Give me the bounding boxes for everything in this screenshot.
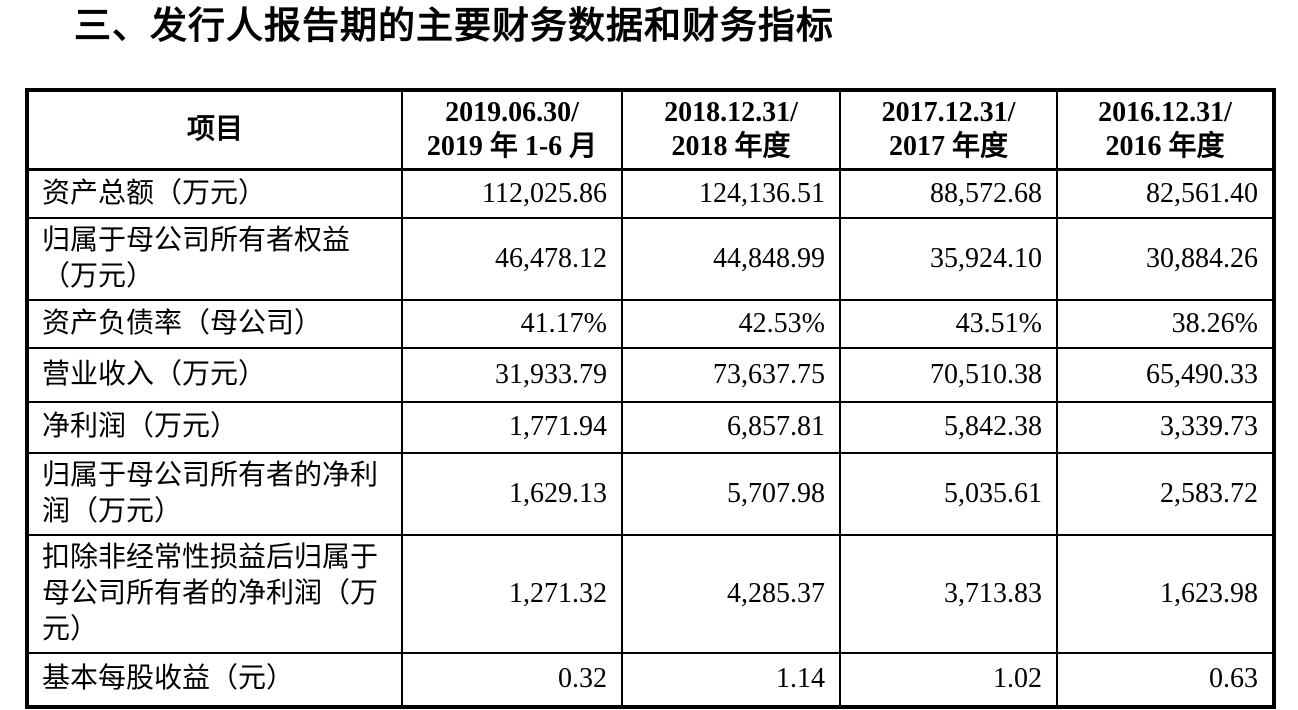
row-label: 营业收入（万元） [26,346,403,403]
cell-value: 5,035.61 [839,451,1058,536]
cell-value: 44,848.99 [621,216,841,301]
table-row-total-assets: 资产总额（万元） 112,025.86 124,136.51 88,572.68… [26,168,1275,219]
cell-value: 65,490.33 [1056,346,1275,403]
table-row-net-profit: 净利润（万元） 1,771.94 6,857.81 5,842.38 3,339… [26,400,1275,454]
cell-value: 0.32 [401,651,623,708]
cell-value: 31,933.79 [401,346,623,403]
period-label-line: 2017 年度 [888,131,1008,162]
cell-value: 70,510.38 [839,346,1058,403]
cell-value: 42.53% [621,298,841,349]
table-row-parent-equity: 归属于母公司所有者权益（万元） 46,478.12 44,848.99 35,9… [26,216,1275,301]
table-row-basic-eps: 基本每股收益（元） 0.32 1.14 1.02 0.63 [26,651,1275,708]
cell-value: 0.63 [1056,651,1275,708]
cell-value: 1,271.32 [401,533,623,654]
cell-value: 1,623.98 [1056,533,1275,654]
period-date-line: 2016.12.31/ [1098,97,1232,128]
cell-value: 43.51% [839,298,1058,349]
cell-value: 5,707.98 [621,451,841,536]
cell-value: 1,771.94 [401,400,623,454]
table-row-parent-net-profit: 归属于母公司所有者的净利润（万元） 1,629.13 5,707.98 5,03… [26,451,1275,536]
cell-value: 38.26% [1056,298,1275,349]
table-row-debt-ratio: 资产负债率（母公司） 41.17% 42.53% 43.51% 38.26% [26,298,1275,349]
period-date-line: 2018.12.31/ [664,97,798,128]
row-label: 基本每股收益（元） [26,651,403,708]
row-label: 资产负债率（母公司） [26,298,403,349]
column-header-period-2017: 2017.12.31/ 2017 年度 [839,89,1058,171]
cell-value: 3,339.73 [1056,400,1275,454]
cell-value: 1.02 [839,651,1058,708]
cell-value: 82,561.40 [1056,168,1275,219]
table-header-row: 项目 2019.06.30/ 2019 年 1-6 月 2018.12.31/ … [26,89,1275,171]
row-label: 归属于母公司所有者权益（万元） [26,216,403,301]
cell-value: 6,857.81 [621,400,841,454]
period-date-line: 2017.12.31/ [881,97,1016,128]
cell-value: 5,842.38 [839,400,1058,454]
cell-value: 30,884.26 [1056,216,1275,301]
period-label-line: 2018 年度 [671,131,791,162]
column-header-period-2018: 2018.12.31/ 2018 年度 [621,89,841,171]
column-header-period-2019: 2019.06.30/ 2019 年 1-6 月 [401,89,623,171]
cell-value: 73,637.75 [621,346,841,403]
cell-value: 3,713.83 [839,533,1058,654]
row-label: 归属于母公司所有者的净利润（万元） [26,451,403,536]
cell-value: 88,572.68 [839,168,1058,219]
column-header-period-2016: 2016.12.31/ 2016 年度 [1056,89,1275,171]
row-label: 净利润（万元） [26,400,403,454]
cell-value: 112,025.86 [401,168,623,219]
cell-value: 1,629.13 [401,451,623,536]
cell-value: 4,285.37 [621,533,841,654]
period-label-line: 2019 年 1-6 月 [426,131,598,162]
period-date-line: 2019.06.30/ [445,97,579,128]
cell-value: 124,136.51 [621,168,841,219]
cell-value: 35,924.10 [839,216,1058,301]
cell-value: 2,583.72 [1056,451,1275,536]
page-title: 三、发行人报告期的主要财务数据和财务指标 [74,5,834,46]
column-header-item: 项目 [26,89,403,171]
table-row-deducted-net-profit: 扣除非经常性损益后归属于母公司所有者的净利润（万元） 1,271.32 4,28… [26,533,1275,654]
row-label: 扣除非经常性损益后归属于母公司所有者的净利润（万元） [26,533,403,654]
financial-data-table: 项目 2019.06.30/ 2019 年 1-6 月 2018.12.31/ … [25,88,1276,709]
period-label-line: 2016 年度 [1105,131,1225,162]
row-label: 资产总额（万元） [26,168,403,219]
table-row-operating-revenue: 营业收入（万元） 31,933.79 73,637.75 70,510.38 6… [26,346,1275,403]
cell-value: 1.14 [621,651,841,708]
cell-value: 46,478.12 [401,216,623,301]
cell-value: 41.17% [401,298,623,349]
